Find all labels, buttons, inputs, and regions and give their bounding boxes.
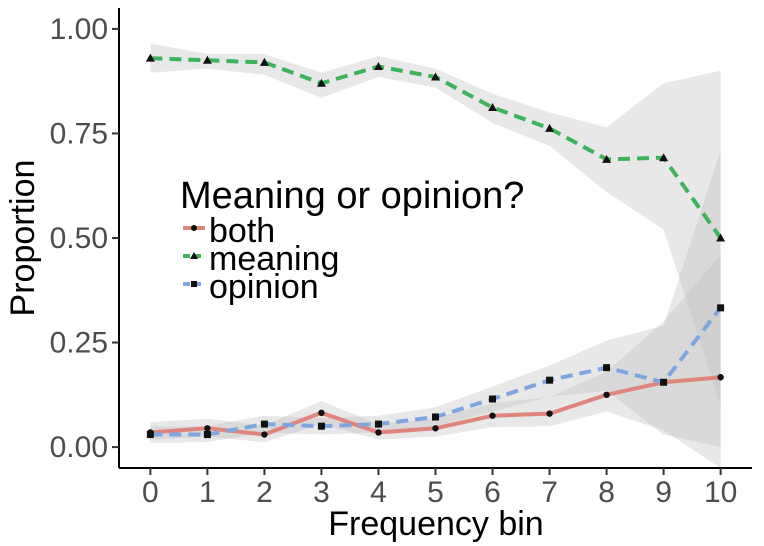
- legend-marker-meaning: [190, 252, 198, 259]
- point-opinion-0: [146, 431, 154, 439]
- x-tick-label: 0: [142, 476, 159, 509]
- point-opinion-2: [260, 420, 268, 428]
- point-both-2: [261, 431, 268, 438]
- y-tick-label: 0.50: [50, 222, 108, 255]
- legend-label-meaning: meaning: [209, 240, 339, 278]
- point-both-3: [318, 409, 325, 416]
- legend-label-both: both: [209, 212, 275, 250]
- point-opinion-5: [432, 413, 439, 421]
- x-tick-label: 10: [704, 476, 737, 509]
- series-markers: [145, 53, 726, 439]
- point-both-8: [603, 391, 610, 399]
- y-ticks: 0.00 0.25 0.50 0.75 1.00: [50, 13, 119, 464]
- y-tick-label: 1.00: [50, 13, 108, 46]
- legend-label-opinion: opinion: [209, 268, 319, 306]
- legend-marker-both: [191, 225, 197, 231]
- band-opinion: [150, 150, 721, 448]
- band-meaning: [150, 43, 721, 406]
- point-meaning-1: [202, 55, 212, 64]
- x-tick-label: 9: [655, 476, 672, 509]
- point-both-10: [717, 374, 724, 381]
- y-axis-title: Proportion: [4, 160, 42, 317]
- point-opinion-6: [489, 395, 497, 403]
- point-both-1: [204, 425, 211, 432]
- point-both-7: [546, 410, 553, 417]
- point-meaning-0: [145, 53, 155, 62]
- point-both-5: [432, 425, 439, 432]
- x-tick-label: 6: [484, 476, 501, 509]
- x-tick-label: 5: [427, 476, 444, 509]
- legend-marker-opinion: [191, 281, 197, 287]
- point-meaning-9: [659, 153, 669, 162]
- point-opinion-4: [374, 420, 382, 428]
- point-opinion-8: [603, 364, 611, 372]
- point-opinion-9: [660, 378, 668, 386]
- point-meaning-3: [316, 78, 326, 87]
- x-tick-label: 7: [541, 476, 558, 509]
- point-meaning-2: [259, 57, 269, 66]
- point-opinion-10: [717, 304, 725, 312]
- x-tick-label: 2: [256, 476, 273, 509]
- x-tick-label: 8: [598, 476, 615, 509]
- legend-keys: [183, 225, 205, 287]
- legend-title: Meaning or opinion?: [180, 175, 524, 217]
- point-meaning-6: [488, 103, 498, 112]
- point-opinion-3: [317, 422, 325, 430]
- point-meaning-7: [545, 123, 555, 132]
- point-both-4: [375, 429, 382, 436]
- legend: Meaning or opinion? both meaning opinion: [180, 175, 524, 306]
- point-opinion-7: [546, 376, 554, 384]
- x-tick-label: 3: [313, 476, 330, 509]
- y-tick-label: 0.25: [50, 327, 108, 360]
- x-tick-label: 4: [370, 476, 387, 509]
- point-meaning-4: [373, 62, 383, 71]
- point-meaning-5: [431, 72, 440, 81]
- band-both: [150, 254, 721, 468]
- point-opinion-1: [203, 431, 211, 439]
- point-meaning-10: [716, 233, 726, 242]
- y-tick-label: 0.75: [50, 117, 108, 150]
- x-ticks: 0 1 2 3 4 5 6 7 8 9 10: [142, 468, 737, 509]
- confidence-bands: [150, 43, 721, 468]
- x-tick-label: 1: [199, 476, 216, 509]
- x-axis-title: Frequency bin: [328, 505, 543, 543]
- y-tick-label: 0.00: [50, 431, 108, 464]
- point-meaning-8: [602, 154, 612, 163]
- point-both-6: [489, 412, 496, 419]
